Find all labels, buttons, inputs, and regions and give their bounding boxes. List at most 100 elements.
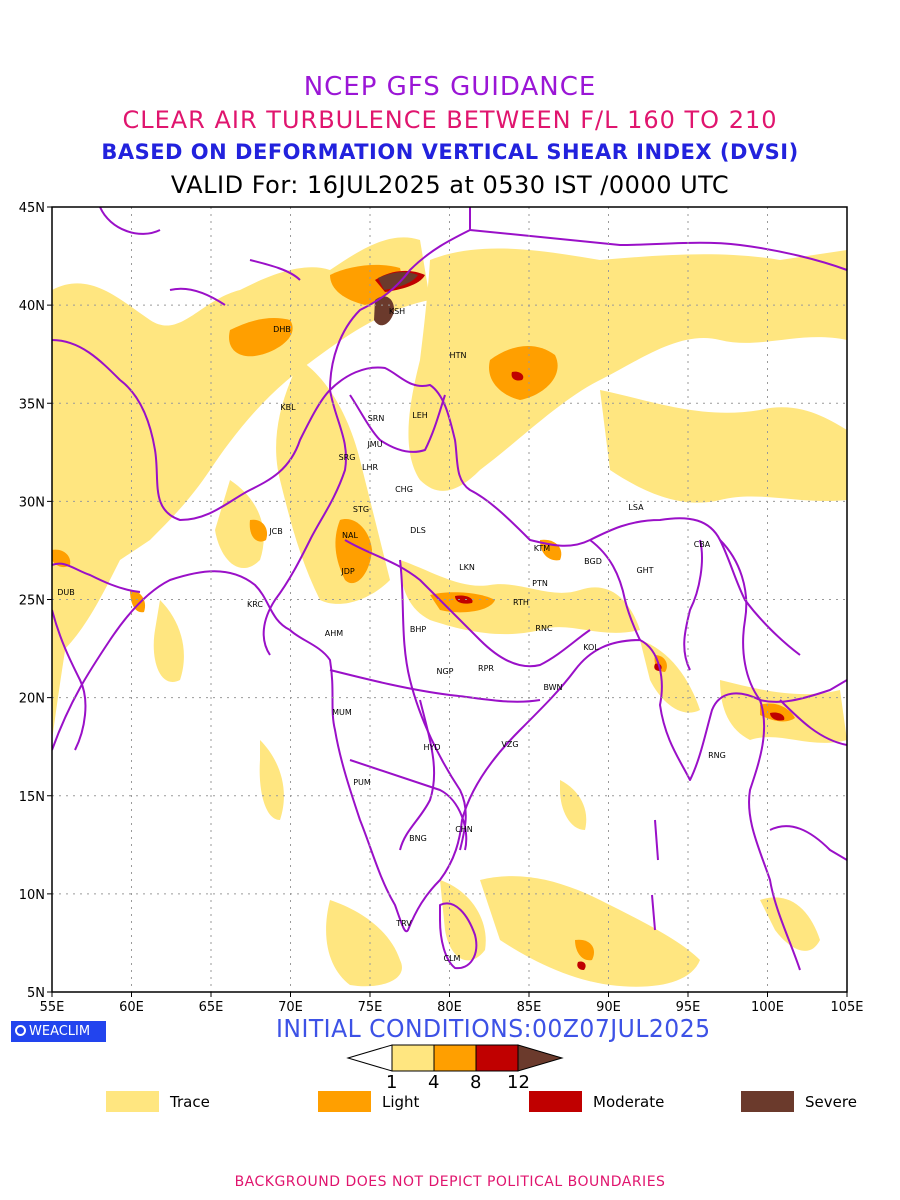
- station-label-srg: SRG: [339, 453, 356, 462]
- legend-severe-swatch: [741, 1091, 794, 1112]
- station-label-bhp: BHP: [410, 625, 427, 634]
- colorbar-tick-4: 4: [428, 1072, 440, 1093]
- station-label-hyd: HYD: [423, 743, 440, 752]
- station-label-lsa: LSA: [628, 503, 644, 512]
- trace-areas: [52, 237, 847, 987]
- boundary-china-north: [329, 207, 471, 391]
- legend-moderate-swatch: [529, 1091, 582, 1112]
- station-label-lhr: LHR: [362, 463, 378, 472]
- lat-tick-label: 10N: [19, 888, 45, 903]
- lon-tick-label: 90E: [596, 1000, 621, 1015]
- station-label-kbl: KBL: [280, 403, 296, 412]
- station-label-srn: SRN: [368, 414, 385, 423]
- state-boundaries-1: [344, 539, 591, 668]
- station-label-vzg: VZG: [501, 740, 518, 749]
- lat-tick-label: 45N: [19, 201, 45, 216]
- station-label-dub: DUB: [57, 588, 75, 597]
- lat-tick-label: 20N: [19, 692, 45, 707]
- turbulence-field: [52, 237, 847, 987]
- lon-tick-label: 55E: [40, 1000, 65, 1015]
- colorbar-tick-1: 1: [386, 1072, 398, 1093]
- boundary-northwest: [99, 207, 301, 306]
- legend-light-label: Light: [382, 1093, 420, 1111]
- station-label-jcb: JCB: [268, 527, 282, 536]
- station-label-ahm: AHM: [325, 629, 343, 638]
- colorbar-tick-8: 8: [470, 1072, 482, 1093]
- logo-text: WEACLIM: [29, 1024, 91, 1039]
- station-label-bgd: BGD: [584, 557, 602, 566]
- station-label-kol: KOL: [583, 643, 599, 652]
- station-label-ptn: PTN: [532, 579, 548, 588]
- station-label-pum: PUM: [353, 778, 371, 787]
- graticule: [52, 207, 847, 992]
- station-label-rnc: RNC: [535, 624, 553, 633]
- station-label-bwn: BWN: [543, 683, 562, 692]
- colorbar-trace: [391, 1044, 435, 1072]
- lat-tick-label: 15N: [19, 790, 45, 805]
- station-label-rth: RTH: [513, 598, 529, 607]
- legend-trace-swatch: [106, 1091, 159, 1112]
- state-boundaries-4: [349, 759, 468, 851]
- srilanka-outline: [439, 902, 478, 970]
- station-label-dhb: DHB: [273, 325, 291, 334]
- station-label-chg: CHG: [395, 485, 413, 494]
- title-line-3: BASED ON DEFORMATION VERTICAL SHEAR INDE…: [101, 140, 799, 164]
- station-label-trv: TRV: [395, 919, 412, 928]
- station-label-leh: LEH: [412, 411, 428, 420]
- title-line-1: NCEP GFS GUIDANCE: [303, 72, 597, 102]
- station-label-bng: BNG: [409, 834, 427, 843]
- colorbar-light: [433, 1044, 477, 1072]
- station-label-chn: CHN: [455, 825, 473, 834]
- station-label-rng: RNG: [708, 751, 726, 760]
- lon-tick-label: 65E: [199, 1000, 224, 1015]
- boundary-iran: [52, 562, 141, 593]
- lon-tick-label: 95E: [676, 1000, 701, 1015]
- lat-tick-label: 40N: [19, 299, 45, 314]
- boundary-mongolia: [469, 229, 847, 271]
- footer-note: BACKGROUND DOES NOT DEPICT POLITICAL BOU…: [234, 1174, 666, 1190]
- station-label-ngp: NGP: [436, 667, 453, 676]
- boundary-east: [589, 539, 703, 671]
- colorbar: [346, 1044, 564, 1072]
- state-boundaries-3: [329, 669, 541, 703]
- initial-conditions: INITIAL CONDITIONS:00Z07JUL2025: [276, 1014, 711, 1043]
- boundary-arabia: [52, 609, 87, 751]
- lat-tick-label: 5N: [27, 986, 45, 1001]
- station-label-dls: DLS: [410, 526, 426, 535]
- boundary-pak-afg: [52, 339, 331, 521]
- lon-tick-label: 60E: [119, 1000, 144, 1015]
- boundary-india-west: [262, 389, 347, 656]
- lon-tick-label: 85E: [517, 1000, 542, 1015]
- station-label-cba: CBA: [694, 540, 711, 549]
- state-boundaries-5: [399, 699, 436, 851]
- lat-tick-label: 35N: [19, 397, 45, 412]
- station-labels: DHB KSH HTN KBL SRN LEH JMU SRG LHR CHG STG LSA JCB D…: [57, 307, 726, 963]
- title-line-2: CLEAR AIR TURBULENCE BETWEEN F/L 160 TO …: [122, 106, 778, 134]
- boundary-kashmir: [349, 394, 446, 453]
- colorbar-severe: [517, 1044, 564, 1072]
- station-label-jmu: JMU: [366, 440, 382, 449]
- legend-light-swatch: [318, 1091, 371, 1112]
- lon-tick-label: 75E: [358, 1000, 383, 1015]
- station-label-stg: STG: [353, 505, 369, 514]
- station-label-ght: GHT: [636, 566, 653, 575]
- colorbar-min-triangle: [346, 1044, 393, 1072]
- station-label-nal: NAL: [342, 531, 358, 540]
- boundary-myanmar: [719, 539, 801, 971]
- circle-logo-icon: [15, 1025, 26, 1036]
- boundary-india-north: [329, 366, 801, 656]
- legend-severe-label: Severe: [805, 1093, 857, 1111]
- station-label-clm: CLM: [444, 954, 461, 963]
- lon-tick-label: 100E: [751, 1000, 784, 1015]
- light-areas: [52, 264, 795, 961]
- station-label-lkn: LKN: [459, 563, 475, 572]
- lat-tick-label: 25N: [19, 594, 45, 609]
- station-label-rpr: RPR: [478, 664, 494, 673]
- lon-tick-label: 80E: [437, 1000, 462, 1015]
- boundary-lines: [52, 207, 847, 971]
- coastline-west: [52, 570, 847, 933]
- state-boundaries-2: [399, 559, 467, 851]
- colorbar-tick-12: 12: [507, 1072, 530, 1093]
- lon-tick-label: 70E: [278, 1000, 303, 1015]
- boundary-southeast: [769, 699, 847, 861]
